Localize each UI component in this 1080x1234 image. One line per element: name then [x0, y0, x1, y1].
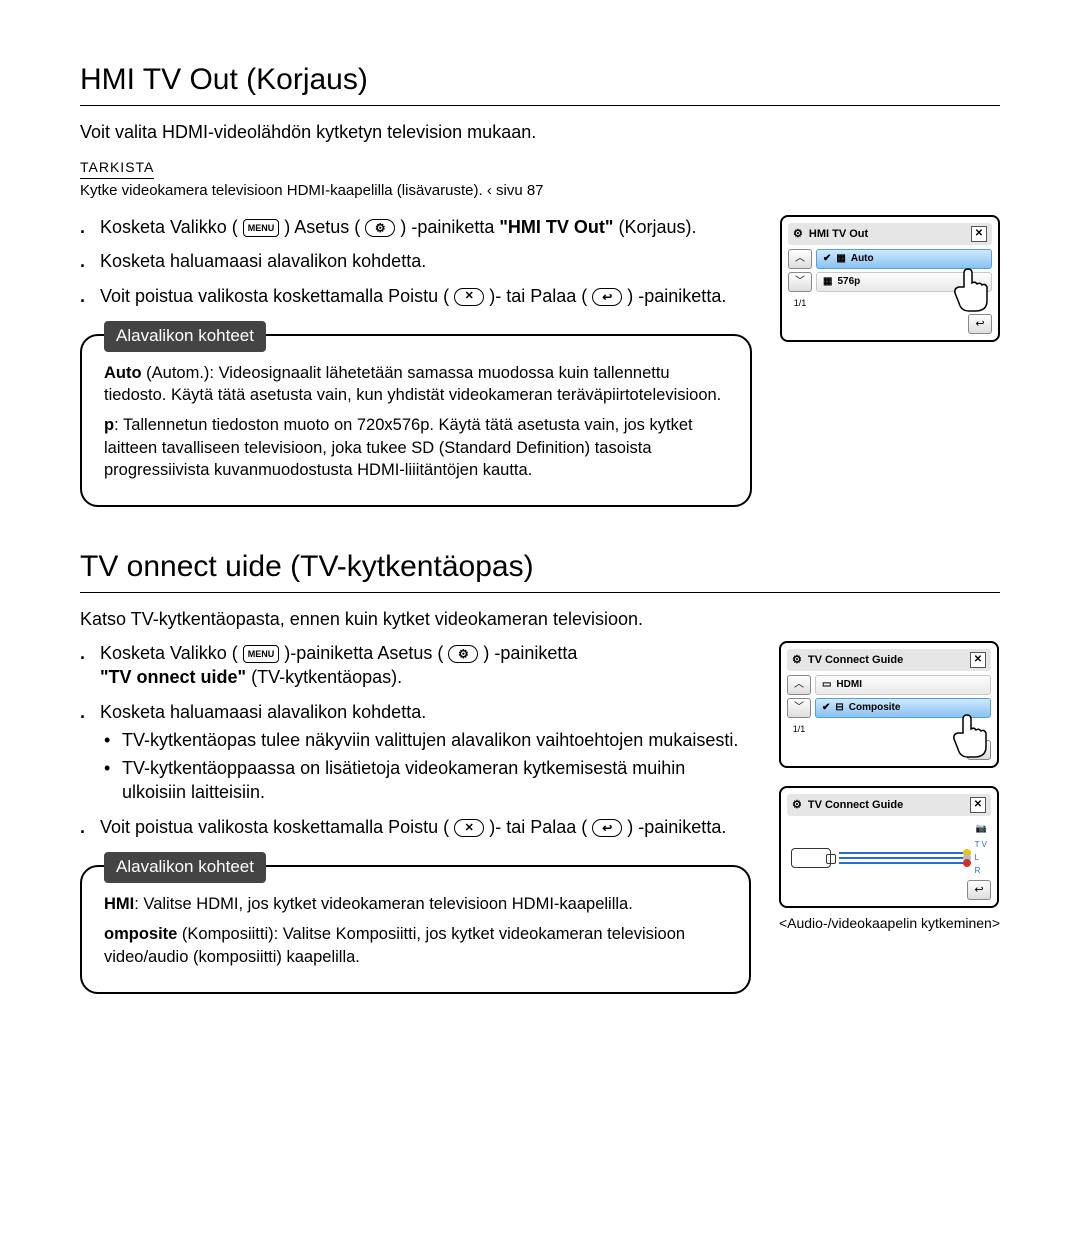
down-button[interactable]: ﹀ [787, 698, 811, 718]
gear-icon: ⚙ [792, 653, 802, 668]
close-icon[interactable]: ✕ [970, 652, 986, 668]
device-nav: ︿ ﹀ 1/1 [788, 249, 812, 311]
audio-r-wire [839, 862, 967, 864]
back-button[interactable]: ↩ [968, 314, 992, 334]
check-label: TARKISTA [80, 158, 154, 179]
section-tv-connect-guide: TV onnect uide (TV-kytkentäopas) Katso T… [80, 547, 1000, 994]
submenu-box: Alavalikon kohteet Auto (Autom.): Videos… [80, 334, 752, 507]
connection-diagram: 📷 T V L R [787, 816, 991, 877]
back-icon [592, 819, 622, 837]
back-icon [592, 288, 622, 306]
diagram-caption: <Audio-/videokaapelin kytkeminen> [779, 914, 1000, 933]
box-item-composite: omposite (Komposiitti): Valitse Komposii… [104, 923, 727, 968]
down-button[interactable]: ﹀ [788, 272, 812, 292]
list-item-composite[interactable]: ✔ ⊟ Composite [815, 698, 991, 718]
close-icon [454, 288, 484, 306]
gear-icon: ⚙ [793, 227, 803, 242]
step-2: Kosketa haluamaasi alavalikon kohdetta. [80, 249, 752, 273]
submenu-box: Alavalikon kohteet HMI: Valitse HDMI, jo… [80, 865, 751, 994]
list-item-576p[interactable]: ▦ 576p [816, 272, 992, 292]
hdmi-icon: ▭ [822, 678, 831, 692]
composite-icon: ⊟ [835, 701, 843, 715]
device-nav: ︿ ﹀ 1/1 [787, 675, 811, 737]
device-column: ⚙ TV Connect Guide ✕ ︿ ﹀ 1/1 ▭ HDMI [779, 641, 1000, 933]
back-button[interactable]: ↩ [967, 880, 991, 900]
check-icon: ✔ [822, 701, 830, 715]
section-hdmi-tv-out: HMI TV Out (Korjaus) Voit valita HDMI-vi… [80, 60, 1000, 507]
step-2: Kosketa haluamaasi alavalikon kohdetta. … [80, 700, 751, 805]
device-titlebar: ⚙ TV Connect Guide ✕ [787, 649, 991, 671]
list-item-hdmi[interactable]: ▭ HDMI [815, 675, 991, 695]
heading: TV onnect uide (TV-kytkentäopas) [80, 547, 1000, 593]
close-icon[interactable]: ✕ [971, 226, 987, 242]
camcorder-icon [791, 848, 831, 868]
box-title: Alavalikon kohteet [104, 852, 266, 883]
check-text: Kytke videokamera televisioon HDMI-kaape… [80, 181, 1000, 201]
step-3: Voit poistua valikosta koskettamalla Poi… [80, 284, 752, 308]
check-icon: ✔ [823, 252, 831, 266]
tv-labels: T V L R [975, 840, 987, 876]
step-1: Kosketa Valikko ( MENU )-painiketta Aset… [80, 641, 751, 690]
device-list: ✔ ▦ Auto ▦ 576p [816, 249, 992, 311]
gear-icon: ⚙ [792, 798, 802, 813]
device-list: ▭ HDMI ✔ ⊟ Composite [815, 675, 991, 737]
menu-button-icon: MENU [243, 219, 280, 237]
video-wire [839, 852, 967, 854]
device-screenshot-hdmi: ⚙ HMI TV Out ✕ ︿ ﹀ 1/1 ✔ ▦ Auto [780, 215, 1000, 342]
sub-item: TV-kytkentäoppaassa on lisätietoja video… [100, 756, 751, 805]
intro-text: Katso TV-kytkentäopasta, ennen kuin kytk… [80, 607, 1000, 631]
step-2-sublist: TV-kytkentäopas tulee näkyviin valittuje… [100, 728, 751, 805]
step-3: Voit poistua valikosta koskettamalla Poi… [80, 815, 751, 839]
close-icon [454, 819, 484, 837]
back-button[interactable]: ↩ [967, 740, 991, 760]
menu-button-icon: MENU [243, 645, 280, 663]
list-item-auto[interactable]: ✔ ▦ Auto [816, 249, 992, 269]
device-screenshot-guide-list: ⚙ TV Connect Guide ✕ ︿ ﹀ 1/1 ▭ HDMI [779, 641, 999, 768]
camera-icon: 📷 [791, 822, 987, 834]
cable-wires [839, 852, 967, 864]
up-button[interactable]: ︿ [788, 249, 812, 269]
step-1: Kosketa Valikko ( MENU ) Asetus ( ) -pai… [80, 215, 752, 239]
box-item-hdmi: HMI: Valitse HDMI, jos kytket videokamer… [104, 893, 727, 915]
hd-icon: ▦ [836, 252, 845, 266]
heading: HMI TV Out (Korjaus) [80, 60, 1000, 106]
steps-list: Kosketa Valikko ( MENU ) Asetus ( ) -pai… [80, 215, 752, 308]
intro-text: Voit valita HDMI-videolähdön kytketyn te… [80, 120, 1000, 144]
gear-icon [448, 645, 478, 663]
gear-icon [365, 219, 395, 237]
page-indicator: 1/1 [787, 721, 811, 737]
device-title: HMI TV Out [809, 227, 868, 242]
close-icon[interactable]: ✕ [970, 797, 986, 813]
up-button[interactable]: ︿ [787, 675, 811, 695]
device-titlebar: ⚙ HMI TV Out ✕ [788, 223, 992, 245]
sub-item: TV-kytkentäopas tulee näkyviin valittuje… [100, 728, 751, 752]
page-indicator: 1/1 [788, 295, 812, 311]
device-title: TV Connect Guide [808, 653, 903, 668]
device-column: ⚙ HMI TV Out ✕ ︿ ﹀ 1/1 ✔ ▦ Auto [780, 215, 1000, 342]
device-titlebar: ⚙ TV Connect Guide ✕ [787, 794, 991, 816]
device-title: TV Connect Guide [808, 798, 903, 813]
box-item-auto: Auto (Autom.): Videosignaalit lähetetään… [104, 362, 728, 407]
box-title: Alavalikon kohteet [104, 321, 266, 352]
audio-l-wire [839, 857, 967, 859]
steps-list: Kosketa Valikko ( MENU )-painiketta Aset… [80, 641, 751, 839]
sd-icon: ▦ [823, 275, 832, 289]
device-screenshot-diagram: ⚙ TV Connect Guide ✕ 📷 T V [779, 786, 999, 909]
box-item-576p: p: Tallennetun tiedoston muoto on 720x57… [104, 414, 728, 481]
check-block: TARKISTA Kytke videokamera televisioon H… [80, 154, 1000, 201]
